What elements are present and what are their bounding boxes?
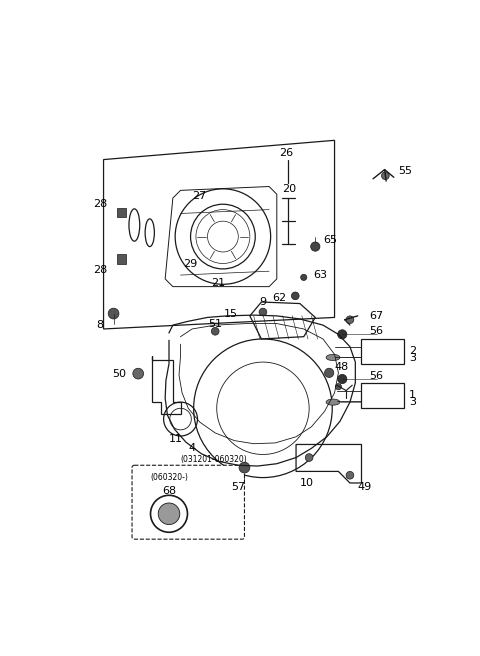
FancyBboxPatch shape: [132, 465, 244, 539]
Text: 56: 56: [369, 326, 383, 337]
Text: 1: 1: [409, 390, 416, 400]
Text: 50: 50: [113, 369, 127, 379]
Circle shape: [291, 292, 299, 300]
Circle shape: [311, 242, 320, 251]
Bar: [361, 383, 404, 407]
Text: 20: 20: [282, 184, 296, 194]
Text: 8: 8: [96, 320, 104, 330]
Text: 21: 21: [211, 277, 226, 288]
Text: 57: 57: [231, 482, 245, 492]
Bar: [117, 208, 126, 217]
Text: 55: 55: [398, 166, 412, 176]
Text: (031201-060320): (031201-060320): [180, 455, 247, 464]
Ellipse shape: [326, 399, 340, 405]
Bar: [361, 339, 404, 363]
Text: 63: 63: [313, 270, 327, 280]
Text: 62: 62: [272, 293, 286, 303]
Text: 15: 15: [224, 308, 238, 319]
Circle shape: [158, 503, 180, 525]
Text: 48: 48: [335, 363, 349, 373]
Text: 67: 67: [369, 311, 384, 321]
Text: (060320-): (060320-): [150, 473, 188, 482]
Circle shape: [108, 308, 119, 319]
Text: 65: 65: [323, 236, 337, 245]
Circle shape: [133, 368, 144, 379]
Circle shape: [239, 462, 250, 473]
Circle shape: [382, 172, 389, 180]
Text: 51: 51: [208, 319, 222, 329]
Text: 68: 68: [162, 485, 176, 496]
Text: 56: 56: [369, 371, 383, 381]
Text: 9: 9: [259, 297, 266, 307]
Text: 29: 29: [183, 258, 197, 268]
Text: 10: 10: [300, 478, 314, 488]
Circle shape: [346, 472, 354, 479]
Text: 2: 2: [409, 346, 416, 356]
Circle shape: [305, 454, 313, 461]
Ellipse shape: [326, 354, 340, 361]
Bar: [117, 255, 126, 264]
Text: 49: 49: [358, 482, 372, 492]
Text: 11: 11: [169, 434, 183, 444]
Circle shape: [211, 327, 219, 335]
Circle shape: [324, 368, 334, 377]
Circle shape: [300, 274, 307, 281]
Text: 26: 26: [279, 148, 293, 158]
Text: 4: 4: [188, 443, 195, 453]
Text: 3: 3: [409, 397, 416, 407]
Circle shape: [346, 316, 354, 323]
Circle shape: [337, 330, 347, 339]
Circle shape: [337, 375, 347, 384]
Circle shape: [259, 308, 267, 316]
Text: 3: 3: [409, 353, 416, 363]
Text: 28: 28: [93, 264, 108, 275]
Circle shape: [336, 384, 341, 390]
Text: 27: 27: [192, 191, 206, 201]
Text: 28: 28: [93, 199, 108, 209]
